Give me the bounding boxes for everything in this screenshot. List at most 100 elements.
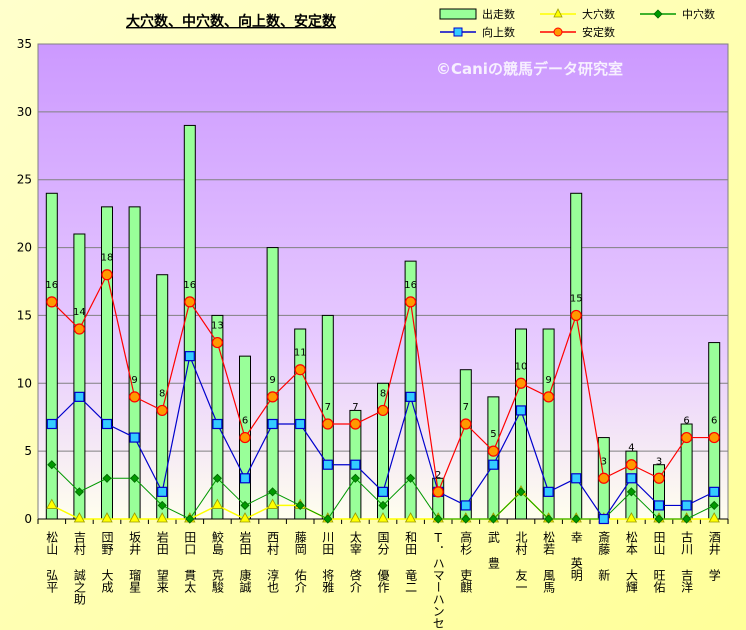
point-kojo-3 xyxy=(129,432,140,443)
point-antei-5 xyxy=(184,296,196,308)
point-chuana-23 xyxy=(682,514,692,524)
data-label-antei-4: 8 xyxy=(159,388,165,399)
data-label-antei-9: 11 xyxy=(294,348,307,359)
x-label-14: T．ハマーハンセン xyxy=(431,531,445,630)
point-kojo-2 xyxy=(101,418,113,430)
x-label-0: 松山 弘平 xyxy=(45,531,59,593)
point-chuana-16 xyxy=(488,514,498,524)
chart-title: 大穴数、中穴数、向上数、安定数 xyxy=(126,13,337,30)
point-kojo-7 xyxy=(239,473,251,484)
point-kojo-0 xyxy=(46,418,57,430)
point-chuana-14 xyxy=(433,514,443,524)
point-chuana-21 xyxy=(626,487,636,497)
x-label-7: 岩田 康誠 xyxy=(238,530,252,594)
point-chuana-18 xyxy=(544,514,554,524)
point-antei-20 xyxy=(598,472,610,484)
x-label-17: 北村 友一 xyxy=(514,531,528,593)
x-label-19: 幸 英明 xyxy=(569,531,583,582)
point-chuana-12 xyxy=(378,500,388,510)
point-antei-22 xyxy=(653,472,665,484)
point-oana-2 xyxy=(101,512,113,523)
data-labels: 16 14 18 9 8 16 13 6 9 11 7 7 8 16 2 7 5 10 9 15 3 4 3 6 6 xyxy=(45,253,717,481)
point-chuana-17 xyxy=(516,487,526,497)
point-chuana-8 xyxy=(268,487,278,497)
data-label-antei-1: 14 xyxy=(73,307,86,318)
point-chuana-7 xyxy=(240,500,250,510)
point-chuana-1 xyxy=(74,487,84,497)
legend-item: 大穴数 xyxy=(540,7,615,21)
point-kojo-18 xyxy=(543,486,554,497)
data-label-antei-11: 7 xyxy=(352,402,358,413)
legend-marker-diamond xyxy=(653,9,663,19)
data-label-antei-23: 6 xyxy=(683,416,689,427)
legend-item: 安定数 xyxy=(540,25,615,39)
point-oana-24 xyxy=(708,512,720,523)
point-oana-6 xyxy=(211,498,224,509)
x-label-4: 岩田 望来 xyxy=(155,530,169,593)
x-label-12: 国分 優作 xyxy=(376,531,390,593)
point-kojo-12 xyxy=(377,486,389,497)
point-chuana-9 xyxy=(295,500,305,510)
x-label-2: 団野 大成 xyxy=(100,531,114,594)
point-kojo-13 xyxy=(405,391,416,402)
point-kojo-17 xyxy=(515,405,527,416)
point-antei-24 xyxy=(708,431,720,444)
line-series xyxy=(46,269,720,525)
x-label-13: 和田 竜二 xyxy=(404,531,418,593)
y-axis-ticks: 0 5 10 15 20 25 30 35 xyxy=(17,37,32,526)
point-kojo-16 xyxy=(488,459,499,470)
grid-lines xyxy=(37,43,729,524)
point-chuana-24 xyxy=(709,500,719,510)
point-kojo-15 xyxy=(460,500,471,511)
data-label-antei-19: 15 xyxy=(570,293,583,304)
point-antei-18 xyxy=(542,391,555,403)
bar-1 xyxy=(73,233,86,520)
legend-marker-circle xyxy=(553,27,563,37)
x-label-3: 坂井 瑠星 xyxy=(128,531,142,593)
point-antei-16 xyxy=(487,445,499,457)
x-label-6: 鮫島 克駿 xyxy=(210,530,224,594)
legend-swatch-bar xyxy=(439,8,477,20)
bar-0 xyxy=(45,192,58,520)
bar-17 xyxy=(515,328,527,520)
x-label-22: 田山 旺佑 xyxy=(652,531,666,593)
legend-item: 出走数 xyxy=(439,7,515,21)
bar-19 xyxy=(570,192,583,520)
x-label-18: 松若 風馬 xyxy=(542,531,556,594)
point-chuana-10 xyxy=(323,514,333,524)
legend-label: 安定数 xyxy=(582,25,615,39)
bar-15 xyxy=(459,369,472,520)
x-label-10: 川田 将雅 xyxy=(321,531,335,593)
point-antei-11 xyxy=(349,418,361,430)
data-label-antei-14: 2 xyxy=(435,470,441,481)
data-label-antei-20: 3 xyxy=(601,456,607,467)
point-kojo-8 xyxy=(267,418,278,430)
point-antei-13 xyxy=(405,296,417,308)
data-label-antei-0: 16 xyxy=(45,280,58,291)
x-label-20: 斎藤 新 xyxy=(597,530,611,581)
point-oana-12 xyxy=(377,512,389,523)
point-chuana-2 xyxy=(102,473,112,483)
point-antei-19 xyxy=(570,309,582,322)
x-label-8: 西村 淳也 xyxy=(266,531,280,593)
y-tick-label: 15 xyxy=(17,308,32,322)
data-label-antei-22: 3 xyxy=(656,456,662,467)
data-label-antei-13: 16 xyxy=(404,280,417,291)
x-label-24: 酒井 学 xyxy=(707,531,721,581)
bar-6 xyxy=(211,314,224,520)
bar-8 xyxy=(266,247,279,520)
point-chuana-13 xyxy=(406,473,416,483)
watermark-text: ©Caniの競馬データ研究室 xyxy=(436,60,623,78)
data-label-antei-10: 7 xyxy=(325,402,331,413)
point-chuana-5 xyxy=(185,514,195,524)
point-antei-6 xyxy=(211,336,223,349)
data-label-antei-15: 7 xyxy=(463,402,469,413)
point-kojo-10 xyxy=(322,459,333,470)
point-kojo-5 xyxy=(184,351,195,362)
point-kojo-11 xyxy=(350,459,361,470)
y-tick-label: 5 xyxy=(24,444,32,458)
bar-3 xyxy=(128,206,141,520)
y-tick-label: 35 xyxy=(17,37,32,51)
x-label-11: 太宰 啓介 xyxy=(348,530,362,593)
point-oana-4 xyxy=(156,512,168,523)
